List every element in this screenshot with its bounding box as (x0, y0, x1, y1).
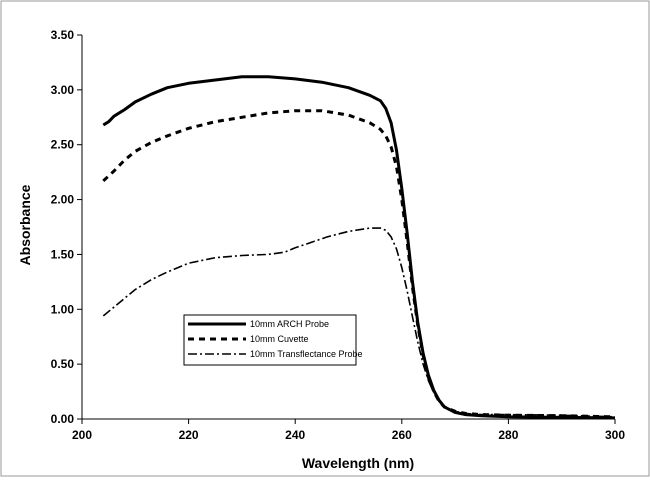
y-tick-label: 1.50 (51, 247, 75, 261)
y-tick-label: 3.00 (51, 83, 75, 97)
y-tick-label: 2.50 (51, 138, 75, 152)
x-tick-label: 300 (605, 428, 625, 442)
x-tick-label: 240 (285, 428, 305, 442)
series-layer (102, 75, 616, 420)
y-tick-label: 3.50 (51, 28, 75, 42)
x-tick-label: 200 (72, 428, 92, 442)
legend: 10mm ARCH Probe 10mm Cuvette 10mm Transfle… (183, 314, 363, 366)
x-axis-title: Wavelength (nm) (302, 455, 414, 471)
x-tick-label: 280 (498, 428, 518, 442)
x-tick-label: 220 (179, 428, 199, 442)
series-line-2 (102, 227, 616, 418)
y-tick-label: 1.00 (51, 302, 75, 316)
x-tick-label: 260 (392, 428, 412, 442)
y-axis-title: Absorbance (17, 184, 33, 265)
y-tick-label: 0.00 (51, 412, 75, 426)
y-tick-label: 0.50 (51, 357, 75, 371)
y-tick-label: 2.00 (51, 193, 75, 207)
legend-label-0: 10mm ARCH Probe (250, 319, 329, 329)
legend-label-2: 10mm Transflectance Probe (250, 349, 363, 359)
legend-label-1: 10mm Cuvette (250, 334, 309, 344)
axes-layer: 0.00 0.50 1.00 1.50 2.00 2.50 3.00 3.50 200 220 24… (51, 28, 626, 442)
